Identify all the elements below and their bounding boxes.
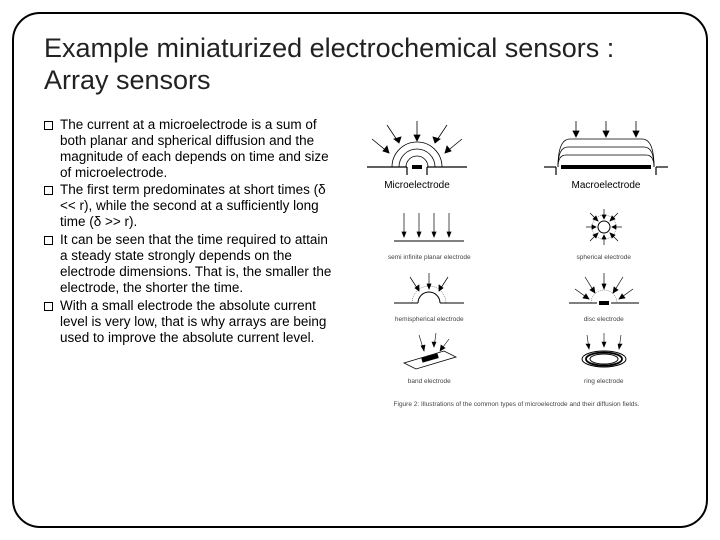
content-area: The current at a microelectrode is a sum… [44, 117, 676, 408]
top-electrode-row: Microelectrode [357, 117, 676, 191]
bullet-list: The current at a microelectrode is a sum… [44, 117, 339, 408]
bullet-text: It can be seen that the time required to… [60, 232, 339, 296]
spherical-electrode-icon [559, 205, 649, 247]
ring-electrode-figure: ring electrode [532, 329, 677, 385]
bullet-text: The current at a microelectrode is a sum… [60, 117, 339, 181]
disc-electrode-icon [559, 267, 649, 309]
figure-area: Microelectrode [357, 117, 676, 408]
bullet-square-icon [44, 186, 53, 195]
bullet-item: It can be seen that the time required to… [44, 232, 339, 296]
hemispherical-electrode-figure: hemispherical electrode [357, 267, 502, 323]
band-electrode-figure: band electrode [357, 329, 502, 385]
bullet-text: The first term predominates at short tim… [60, 182, 339, 230]
hemispherical-label: hemispherical electrode [357, 316, 502, 323]
microelectrode-icon [357, 117, 477, 177]
microelectrode-figure: Microelectrode [357, 117, 477, 191]
slide-frame: Example miniaturized electrochemical sen… [12, 12, 708, 528]
microelectrode-label: Microelectrode [357, 180, 477, 191]
band-label: band electrode [357, 378, 502, 385]
ring-electrode-icon [559, 329, 649, 371]
planar-label: semi infinite planar electrode [357, 254, 502, 261]
planar-electrode-icon [384, 205, 474, 247]
figure-caption: Figure 2: Illustrations of the common ty… [357, 401, 676, 408]
band-electrode-icon [384, 329, 474, 371]
bullet-square-icon [44, 121, 53, 130]
macroelectrode-figure: Macroelectrode [536, 117, 676, 191]
planar-electrode-figure: semi infinite planar electrode [357, 205, 502, 261]
disc-electrode-figure: disc electrode [532, 267, 677, 323]
bullet-text: With a small electrode the absolute curr… [60, 298, 339, 346]
bullet-item: With a small electrode the absolute curr… [44, 298, 339, 346]
macroelectrode-label: Macroelectrode [536, 180, 676, 191]
bullet-square-icon [44, 236, 53, 245]
slide-title: Example miniaturized electrochemical sen… [44, 32, 676, 97]
bullet-square-icon [44, 302, 53, 311]
macroelectrode-icon [536, 117, 676, 177]
hemispherical-electrode-icon [384, 267, 474, 309]
ring-label: ring electrode [532, 378, 677, 385]
spherical-electrode-figure: spherical electrode [532, 205, 677, 261]
mini-figure-grid: semi infinite planar electrode [357, 205, 676, 408]
disc-label: disc electrode [532, 316, 677, 323]
bullet-item: The current at a microelectrode is a sum… [44, 117, 339, 181]
bullet-item: The first term predominates at short tim… [44, 182, 339, 230]
spherical-label: spherical electrode [532, 254, 677, 261]
